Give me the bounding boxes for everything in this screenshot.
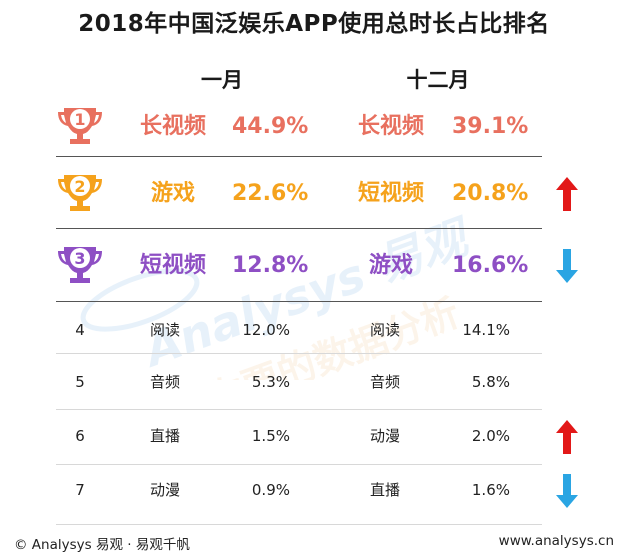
chart-title: 2018年中国泛娱乐APP使用总时长占比排名: [78, 11, 550, 37]
jan-value-label: 1.5%: [251, 427, 290, 445]
jan-category-label: 长视频: [139, 114, 206, 139]
rank-number: 4: [75, 321, 85, 339]
footer-copyright: © Analysys 易观 · 易观千帆: [14, 537, 190, 553]
dec-value-label: 14.1%: [462, 321, 510, 339]
svg-text:2: 2: [74, 177, 85, 196]
jan-value-label: 0.9%: [251, 481, 290, 499]
row-divider: [56, 464, 542, 465]
dec-value-label: 1.6%: [471, 481, 510, 499]
row-divider: [56, 301, 542, 302]
jan-value-label: 12.8%: [232, 253, 309, 278]
jan-category-label: 阅读: [150, 321, 181, 339]
jan-category-label: 直播: [150, 427, 181, 445]
rank-number: 6: [75, 427, 85, 445]
dec-category-label: 音频: [370, 373, 401, 391]
arrow-down-icon: [556, 474, 578, 508]
arrow-up-icon: [556, 420, 578, 454]
jan-value-label: 22.6%: [232, 181, 309, 206]
rank-number: 7: [75, 481, 85, 499]
trophy-icon: 2: [58, 175, 102, 211]
dec-value-label: 20.8%: [452, 181, 529, 206]
dec-value-label: 16.6%: [452, 253, 529, 278]
dec-category-label: 游戏: [368, 253, 413, 278]
jan-category-label: 游戏: [150, 181, 195, 206]
jan-category-label: 动漫: [150, 481, 181, 499]
dec-category-label: 短视频: [357, 181, 424, 206]
dec-category-label: 动漫: [370, 427, 401, 445]
row-divider: [56, 228, 542, 229]
dec-value-label: 5.8%: [471, 373, 510, 391]
jan-value-label: 12.0%: [242, 321, 290, 339]
jan-category-label: 短视频: [139, 253, 206, 278]
jan-value-label: 5.3%: [251, 373, 290, 391]
trophy-icon: 1: [58, 108, 102, 144]
row-divider: [56, 409, 542, 410]
dec-category-label: 阅读: [370, 321, 401, 339]
column-header-jan: 一月: [201, 68, 243, 92]
dec-category-label: 直播: [370, 481, 401, 499]
svg-text:1: 1: [74, 110, 85, 129]
dec-value-label: 2.0%: [471, 427, 510, 445]
svg-text:3: 3: [74, 249, 85, 268]
dec-category-label: 长视频: [357, 114, 424, 139]
arrow-down-icon: [556, 249, 578, 283]
column-header-dec: 十二月: [406, 68, 470, 92]
jan-value-label: 44.9%: [232, 114, 309, 139]
trophy-icon: 3: [58, 247, 102, 283]
arrow-up-icon: [556, 177, 578, 211]
row-divider: [56, 353, 542, 354]
row-divider: [56, 156, 542, 157]
jan-category-label: 音频: [150, 373, 181, 391]
dec-value-label: 39.1%: [452, 114, 529, 139]
footer-divider: [56, 524, 542, 525]
rank-number: 5: [75, 373, 85, 391]
footer-url: www.analysys.cn: [498, 533, 614, 549]
